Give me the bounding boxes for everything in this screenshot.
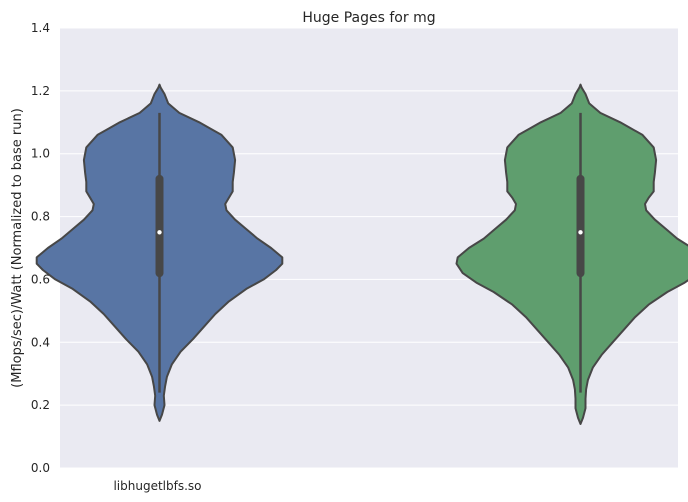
y-tick-label: 1.4 <box>31 21 50 35</box>
violin-body <box>455 83 688 425</box>
y-tick-label: 0.4 <box>31 335 50 349</box>
x-tick-labels: libhugetlbfs.so <box>113 479 201 493</box>
y-tick-labels: 0.0 0.2 0.4 0.6 0.8 1.0 1.2 1.4 <box>31 21 50 475</box>
violin-median-dot <box>578 230 583 235</box>
x-tick-label: libhugetlbfs.so <box>113 479 201 493</box>
y-tick-label: 0.2 <box>31 398 50 412</box>
chart-title: Huge Pages for mg <box>302 10 435 26</box>
y-tick-label: 1.2 <box>31 84 50 98</box>
y-axis-label: (Mflops/sec)/Watt (Normalized to base ru… <box>10 108 25 388</box>
y-tick-label: 1.0 <box>31 147 50 161</box>
violins <box>35 83 688 425</box>
y-tick-label: 0.8 <box>31 210 50 224</box>
y-tick-label: 0.0 <box>31 461 50 475</box>
violin-median-dot <box>157 230 162 235</box>
y-tick-label: 0.6 <box>31 272 50 286</box>
